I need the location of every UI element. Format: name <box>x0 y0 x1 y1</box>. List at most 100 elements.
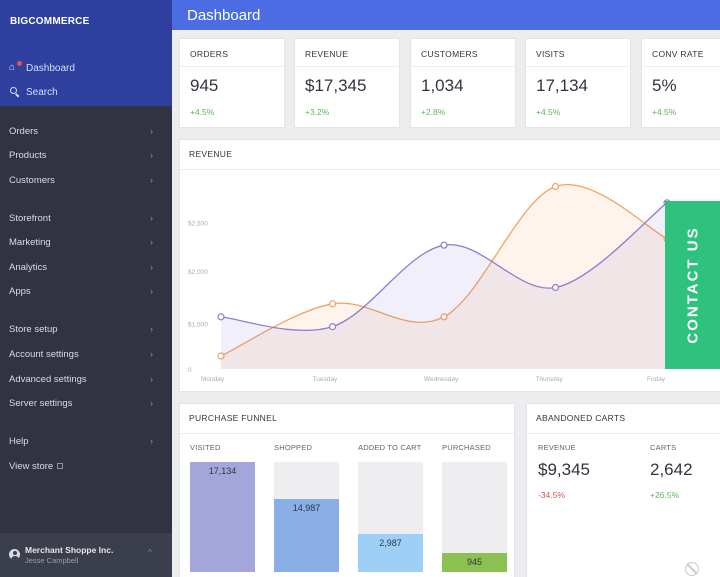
sidebar-item-server-settings[interactable]: Server settings › <box>9 397 153 409</box>
funnel-value: 14,987 <box>292 503 321 514</box>
sidebar-item-view-store[interactable]: View store <box>0 456 172 476</box>
stat-value: 945 <box>190 76 219 95</box>
panel-title: ABANDONED CARTS <box>536 413 626 423</box>
funnel-value: 945 <box>466 557 483 568</box>
data-point-1-0[interactable] <box>217 313 225 321</box>
series-area-0 <box>221 184 667 369</box>
sidebar-item-marketing[interactable]: Marketing › <box>9 236 153 248</box>
sidebar-item-help[interactable]: Help › <box>9 435 153 447</box>
stat-card-orders[interactable]: ORDERS 945 +4.5% <box>179 38 285 128</box>
panel-title: REVENUE <box>189 149 233 159</box>
stat-value: 1,034 <box>421 76 464 95</box>
sidebar-item-advanced-settings[interactable]: Advanced settings › <box>9 373 153 385</box>
funnel-stage-label: ADDED TO CART <box>358 443 422 452</box>
sidebar-item-orders[interactable]: Orders › <box>9 125 153 137</box>
chevron-right-icon: › <box>150 324 153 334</box>
y-tick-label: $2,000 <box>188 269 208 276</box>
stat-card-customers[interactable]: CUSTOMERS 1,034 +2.8% <box>410 38 516 128</box>
chevron-right-icon: › <box>150 126 153 136</box>
funnel-bar <box>274 499 339 572</box>
stat-change: +4.5% <box>536 107 561 117</box>
contact-us-button[interactable]: CONTACT US <box>665 201 720 369</box>
abandoned-revenue-change: -34.5% <box>538 490 565 500</box>
funnel-stage-added-to-cart[interactable]: 2,987 <box>358 462 423 572</box>
data-point-1-1[interactable] <box>328 323 337 331</box>
y-tick-label: $1,500 <box>188 321 208 328</box>
funnel-stage-purchased[interactable]: 945 <box>442 462 507 572</box>
x-tick-label: Tuesday <box>313 376 338 383</box>
no-entry-icon <box>685 562 699 576</box>
page-title: Dashboard <box>187 7 261 24</box>
funnel-stage-label: VISITED <box>190 443 221 452</box>
external-link-icon <box>57 463 64 469</box>
chevron-right-icon: › <box>150 286 153 296</box>
funnel-stage-shopped[interactable]: 14,987 <box>274 462 339 572</box>
funnel-bar <box>442 553 507 572</box>
account-user: Jesse Campbell <box>25 556 79 565</box>
data-point-0-2[interactable] <box>440 313 448 321</box>
funnel-stage-label: PURCHASED <box>442 443 491 452</box>
stat-value: 5% <box>652 76 677 95</box>
x-tick-label: Monday <box>201 376 225 383</box>
funnel-value: 2,987 <box>379 537 402 548</box>
funnel-stage-visited[interactable]: 17,134 <box>190 462 255 572</box>
stat-card-visits[interactable]: VISITS 17,134 +4.5% <box>525 38 631 128</box>
stat-value: 17,134 <box>536 76 588 95</box>
sidebar-item-account-settings[interactable]: Account settings › <box>9 348 153 360</box>
data-point-0-1[interactable] <box>328 300 337 308</box>
data-point-1-2[interactable] <box>440 241 448 249</box>
home-icon: ⌂ <box>9 61 22 74</box>
sidebar: BIGCOMMERCE ⌂ Dashboard Search Orders › P… <box>0 0 172 577</box>
stat-change: +3.2% <box>305 107 330 117</box>
stat-label: ORDERS <box>190 49 229 59</box>
stat-change: +2.8% <box>421 107 446 117</box>
abandoned-revenue-value: $9,345 <box>538 460 590 479</box>
user-avatar-icon <box>9 549 20 560</box>
chevron-right-icon: › <box>150 150 153 160</box>
search-icon <box>9 86 21 98</box>
data-point-0-3[interactable] <box>551 182 560 191</box>
y-tick-label: $2,500 <box>188 220 208 227</box>
abandoned-carts-label: CARTS <box>650 443 677 452</box>
sidebar-item-products[interactable]: Products › <box>9 149 153 161</box>
account-switcher[interactable]: Merchant Shoppe Inc. Jesse Campbell ^ <box>0 533 172 577</box>
stat-card-revenue[interactable]: REVENUE $17,345 +3.2% <box>294 38 400 128</box>
abandoned-carts-change: +26.5% <box>650 490 680 500</box>
data-point-0-0[interactable] <box>217 352 225 360</box>
chevron-right-icon: › <box>150 175 153 185</box>
funnel-stage-label: SHOPPED <box>274 443 313 452</box>
chevron-right-icon: › <box>150 349 153 359</box>
sidebar-item-analytics[interactable]: Analytics › <box>9 261 153 273</box>
stat-change: +4.5% <box>652 107 677 117</box>
sidebar-link-search[interactable]: Search <box>9 86 58 98</box>
panel-title: PURCHASE FUNNEL <box>189 413 278 423</box>
chevron-right-icon: › <box>150 262 153 272</box>
chevron-right-icon: › <box>150 237 153 247</box>
sidebar-link-label: Dashboard <box>26 62 75 74</box>
sidebar-item-customers[interactable]: Customers › <box>9 174 153 186</box>
bigcommerce-logo[interactable]: BIGCOMMERCE <box>10 16 89 27</box>
stat-value: $17,345 <box>305 76 367 95</box>
stat-change: +4.5% <box>190 107 215 117</box>
chevron-up-icon: ^ <box>148 548 152 557</box>
abandoned-revenue-label: REVENUE <box>538 443 576 452</box>
notification-dot <box>17 61 22 66</box>
revenue-chart: 0 $1,500 $2,000 $2,500 Monday Tuesday Wednesda… <box>188 182 671 383</box>
top-header: Dashboard <box>172 0 720 30</box>
abandoned-carts-value: 2,642 <box>650 460 693 479</box>
stat-label: CONV RATE <box>652 49 704 59</box>
chevron-right-icon: › <box>150 436 153 446</box>
data-point-1-3[interactable] <box>551 283 560 292</box>
sidebar-item-apps[interactable]: Apps › <box>9 285 153 297</box>
abandoned-carts-panel: ABANDONED CARTS REVENUE $9,345 -34.5% CA… <box>526 403 720 577</box>
chevron-right-icon: › <box>150 213 153 223</box>
chevron-right-icon: › <box>150 398 153 408</box>
y-tick-label: 0 <box>188 367 192 374</box>
stat-card-conv-rate[interactable]: CONV RATE 5% +4.5% <box>641 38 720 128</box>
funnel-value: 17,134 <box>208 466 237 476</box>
purchase-funnel-panel: PURCHASE FUNNEL VISITED SHOPPED ADDED TO… <box>179 403 515 577</box>
sidebar-header: BIGCOMMERCE ⌂ Dashboard Search <box>0 0 172 106</box>
sidebar-item-store-setup[interactable]: Store setup › <box>9 323 153 335</box>
sidebar-link-dashboard[interactable]: ⌂ Dashboard <box>9 61 75 74</box>
sidebar-item-storefront[interactable]: Storefront › <box>9 212 153 224</box>
